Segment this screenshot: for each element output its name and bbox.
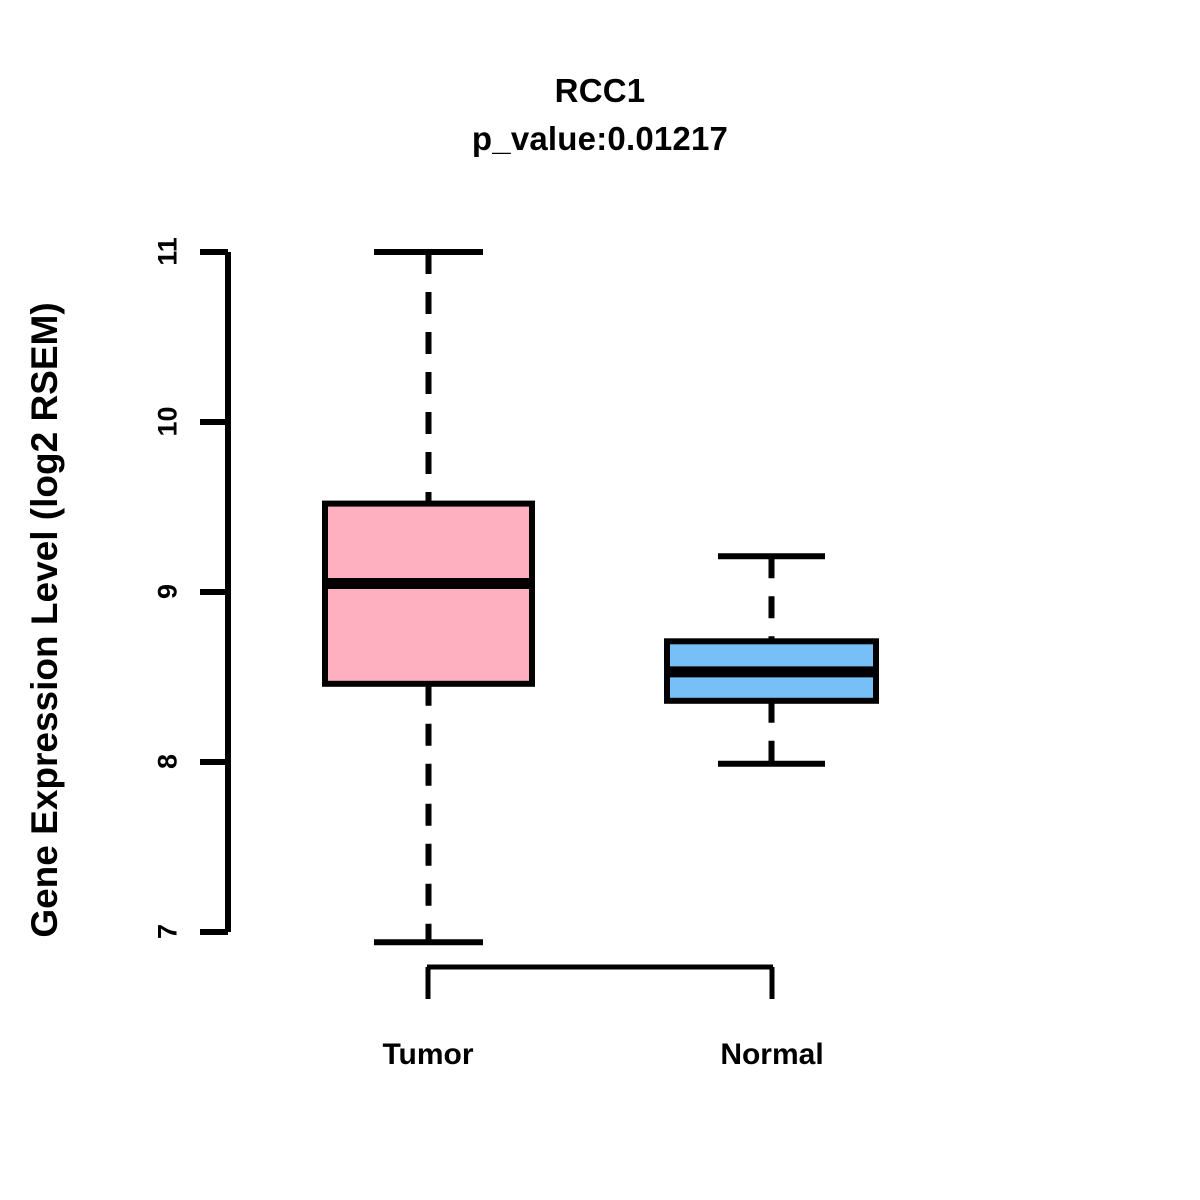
x-tick-label-tumor: Tumor — [382, 1038, 474, 1071]
x-axis — [425, 964, 775, 999]
y-tick-label-10: 10 — [152, 406, 183, 437]
chart-subtitle: p_value:0.01217 — [471, 120, 729, 157]
y-tick-label-11: 11 — [152, 237, 183, 266]
y-tick-label-9: 9 — [152, 583, 183, 600]
box-tumor — [322, 249, 535, 946]
x-tick-label-normal: Normal — [720, 1038, 824, 1071]
y-tick-label-8: 8 — [152, 753, 183, 770]
chart-title: RCC1 — [554, 72, 646, 109]
y-axis — [200, 249, 231, 935]
tumor-iqr-box — [322, 500, 535, 687]
y-tick-label-7: 7 — [152, 923, 183, 940]
box-normal — [664, 553, 879, 767]
